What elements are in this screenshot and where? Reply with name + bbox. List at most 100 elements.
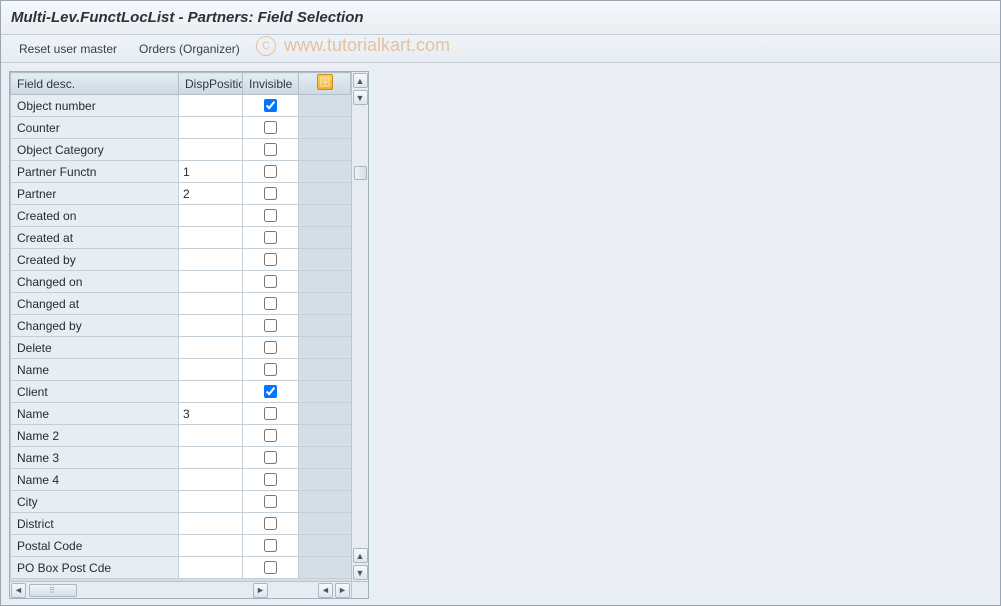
invisible-checkbox[interactable] bbox=[264, 407, 277, 420]
field-desc-cell: Name 2 bbox=[11, 425, 179, 447]
invisible-cell bbox=[243, 249, 299, 271]
row-gutter bbox=[299, 337, 351, 359]
field-desc-cell: Created by bbox=[11, 249, 179, 271]
disp-position-input[interactable] bbox=[179, 95, 242, 116]
invisible-checkbox[interactable] bbox=[264, 429, 277, 442]
invisible-checkbox[interactable] bbox=[264, 297, 277, 310]
invisible-cell bbox=[243, 359, 299, 381]
invisible-checkbox[interactable] bbox=[264, 495, 277, 508]
horizontal-scroll-track[interactable]: ⠿ bbox=[27, 583, 252, 598]
disp-position-input[interactable] bbox=[179, 447, 242, 468]
col-header-invisible[interactable]: Invisible bbox=[243, 73, 299, 95]
invisible-checkbox[interactable] bbox=[264, 165, 277, 178]
field-desc-cell: Changed on bbox=[11, 271, 179, 293]
table-grid: Field desc. DispPosition Invisible Objec… bbox=[10, 72, 350, 579]
scroll-right-button[interactable]: ► bbox=[253, 583, 268, 598]
horizontal-scrollbar[interactable]: ◄ ⠿ ► ◄ ► bbox=[10, 581, 351, 598]
row-gutter bbox=[299, 557, 351, 579]
disp-position-input[interactable] bbox=[179, 249, 242, 270]
invisible-checkbox[interactable] bbox=[264, 187, 277, 200]
row-gutter bbox=[299, 425, 351, 447]
vertical-scroll-thumb[interactable] bbox=[354, 166, 367, 180]
field-desc-cell: Counter bbox=[11, 117, 179, 139]
invisible-checkbox[interactable] bbox=[264, 561, 277, 574]
row-gutter bbox=[299, 381, 351, 403]
disp-position-input[interactable] bbox=[179, 337, 242, 358]
invisible-checkbox[interactable] bbox=[264, 231, 277, 244]
field-desc-cell: Partner Functn bbox=[11, 161, 179, 183]
invisible-checkbox[interactable] bbox=[264, 275, 277, 288]
invisible-checkbox[interactable] bbox=[264, 451, 277, 464]
disp-position-input[interactable] bbox=[179, 293, 242, 314]
table-row: Name bbox=[11, 403, 351, 425]
invisible-checkbox[interactable] bbox=[264, 341, 277, 354]
row-gutter bbox=[299, 447, 351, 469]
disp-position-input[interactable] bbox=[179, 161, 242, 182]
disp-position-cell bbox=[179, 315, 243, 337]
invisible-checkbox[interactable] bbox=[264, 517, 277, 530]
field-desc-cell: Partner bbox=[11, 183, 179, 205]
scroll-up-button[interactable]: ▲ bbox=[353, 73, 368, 88]
table-row: Client bbox=[11, 381, 351, 403]
invisible-cell bbox=[243, 491, 299, 513]
row-gutter bbox=[299, 205, 351, 227]
invisible-checkbox[interactable] bbox=[264, 209, 277, 222]
disp-position-input[interactable] bbox=[179, 403, 242, 424]
disp-position-input[interactable] bbox=[179, 557, 242, 578]
disp-position-input[interactable] bbox=[179, 491, 242, 512]
scroll-up-button-2[interactable]: ▲ bbox=[353, 548, 368, 563]
disp-position-cell bbox=[179, 557, 243, 579]
table-row: Counter bbox=[11, 117, 351, 139]
table-row: Partner Functn bbox=[11, 161, 351, 183]
invisible-checkbox[interactable] bbox=[264, 319, 277, 332]
field-selection-table: Field desc. DispPosition Invisible Objec… bbox=[9, 71, 369, 599]
disp-position-input[interactable] bbox=[179, 139, 242, 160]
disp-position-input[interactable] bbox=[179, 469, 242, 490]
scroll-left-button[interactable]: ◄ bbox=[11, 583, 26, 598]
col-header-disp-position[interactable]: DispPosition bbox=[179, 73, 243, 95]
table-row: City bbox=[11, 491, 351, 513]
scroll-down-button-2[interactable]: ▼ bbox=[353, 565, 368, 580]
disp-position-input[interactable] bbox=[179, 381, 242, 402]
disp-position-input[interactable] bbox=[179, 183, 242, 204]
disp-position-input[interactable] bbox=[179, 315, 242, 336]
scroll-right-button-2[interactable]: ► bbox=[335, 583, 350, 598]
disp-position-input[interactable] bbox=[179, 513, 242, 534]
content-area: Field desc. DispPosition Invisible Objec… bbox=[1, 63, 1000, 605]
invisible-checkbox[interactable] bbox=[264, 363, 277, 376]
row-gutter bbox=[299, 117, 351, 139]
disp-position-input[interactable] bbox=[179, 271, 242, 292]
col-header-field-desc[interactable]: Field desc. bbox=[11, 73, 179, 95]
disp-position-input[interactable] bbox=[179, 535, 242, 556]
invisible-checkbox[interactable] bbox=[264, 143, 277, 156]
vertical-scroll-track[interactable] bbox=[353, 106, 368, 547]
invisible-cell bbox=[243, 513, 299, 535]
disp-position-cell bbox=[179, 183, 243, 205]
menu-reset-user-master[interactable]: Reset user master bbox=[11, 40, 125, 58]
invisible-checkbox[interactable] bbox=[264, 385, 277, 398]
disp-position-input[interactable] bbox=[179, 227, 242, 248]
invisible-checkbox[interactable] bbox=[264, 539, 277, 552]
table-row: Created by bbox=[11, 249, 351, 271]
disp-position-input[interactable] bbox=[179, 205, 242, 226]
invisible-checkbox[interactable] bbox=[264, 121, 277, 134]
disp-position-input[interactable] bbox=[179, 425, 242, 446]
disp-position-input[interactable] bbox=[179, 359, 242, 380]
table-config-button[interactable] bbox=[299, 73, 351, 95]
vertical-scrollbar[interactable]: ▲ ▼ ▲ ▼ bbox=[351, 72, 368, 581]
disp-position-input[interactable] bbox=[179, 117, 242, 138]
disp-position-cell bbox=[179, 271, 243, 293]
invisible-checkbox[interactable] bbox=[264, 99, 277, 112]
field-desc-cell: Changed by bbox=[11, 315, 179, 337]
table-row: Postal Code bbox=[11, 535, 351, 557]
table-row: Created on bbox=[11, 205, 351, 227]
scroll-left-button-2[interactable]: ◄ bbox=[318, 583, 333, 598]
row-gutter bbox=[299, 535, 351, 557]
invisible-checkbox[interactable] bbox=[264, 473, 277, 486]
invisible-cell bbox=[243, 227, 299, 249]
menu-orders-organizer[interactable]: Orders (Organizer) bbox=[131, 40, 248, 58]
table-row: Changed by bbox=[11, 315, 351, 337]
horizontal-scroll-thumb[interactable]: ⠿ bbox=[29, 584, 77, 597]
scroll-down-button[interactable]: ▼ bbox=[353, 90, 368, 105]
invisible-checkbox[interactable] bbox=[264, 253, 277, 266]
